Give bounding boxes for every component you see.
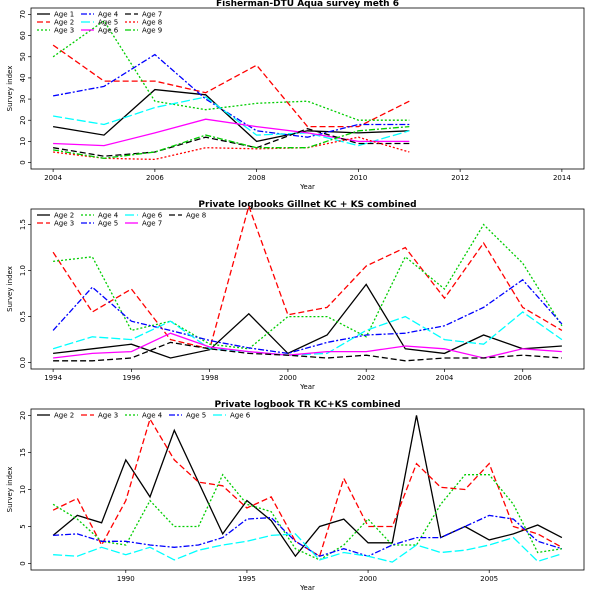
- x-tick-label: 2006: [514, 374, 532, 382]
- chart-panel-3: Private logbook TR KC+KS combined 1990 199…: [6, 400, 585, 592]
- series-line-age-2: [52, 44, 410, 128]
- legend: Age 2 Age 3 Age 4 Age 5 Age 6: [37, 412, 251, 420]
- x-tick-label: 2010: [349, 174, 367, 182]
- x-tick-label: 1995: [238, 575, 256, 583]
- chart-title: Private logbooks Gillnet KC + KS combine…: [198, 200, 416, 210]
- series-line-age-3: [52, 204, 563, 350]
- legend-label: Age 5: [98, 220, 118, 228]
- x-tick-label: 2014: [553, 174, 571, 182]
- y-axis-label: Survey index: [6, 266, 14, 312]
- series-line-age-6: [53, 533, 563, 563]
- y-tick-label: 1.0: [19, 265, 27, 276]
- y-tick-label: 60: [19, 31, 27, 40]
- chart-panel-2: Private logbooks Gillnet KC + KS combine…: [6, 200, 585, 391]
- series-line-age-7: [52, 128, 410, 157]
- y-tick-label: 1.5: [19, 219, 27, 230]
- series-line-age-4: [52, 473, 563, 561]
- series-line-age-2: [53, 283, 562, 359]
- x-tick-label: 2005: [480, 575, 498, 583]
- series-line-age-6: [52, 311, 563, 356]
- legend-label: Age 6: [98, 27, 119, 35]
- plot-frame: [30, 7, 585, 170]
- x-axis-label: Year: [299, 584, 315, 592]
- legend-label: Age 8: [186, 212, 206, 220]
- series-line-age-7: [53, 332, 562, 359]
- series-line-age-2: [52, 415, 563, 558]
- legend-label: Age 3: [98, 412, 118, 420]
- y-tick-label: 5: [19, 524, 27, 528]
- y-axis-label: Survey index: [6, 66, 14, 112]
- y-tick-label: 0.0: [19, 357, 27, 368]
- legend-label: Age 8: [142, 19, 162, 27]
- x-tick-label: 2002: [357, 374, 375, 382]
- x-tick-label: 2006: [146, 174, 164, 182]
- x-axis-label: Year: [299, 183, 315, 191]
- legend-label: Age 2: [54, 19, 74, 27]
- legend-label: Age 6: [142, 212, 163, 220]
- legend-label: Age 7: [142, 11, 162, 19]
- legend-label: Age 5: [98, 19, 118, 27]
- chart-title: Fisherman-DTU Aqua survey meth 6: [216, 0, 399, 9]
- plot-frame: [30, 208, 585, 370]
- legend-label: Age 5: [186, 412, 206, 420]
- y-tick-label: 20: [19, 116, 27, 125]
- x-tick-label: 2000: [279, 374, 297, 382]
- legend-label: Age 4: [142, 412, 163, 420]
- series-line-age-5: [52, 278, 563, 355]
- series-line-age-8: [53, 341, 562, 362]
- y-tick-label: 70: [19, 10, 27, 19]
- x-axis-label: Year: [299, 383, 315, 391]
- x-tick-label: 2012: [451, 174, 469, 182]
- legend-label: Age 2: [54, 412, 74, 420]
- series-line-age-3: [52, 19, 410, 121]
- legend-label: Age 3: [54, 27, 74, 35]
- y-tick-label: 30: [19, 95, 27, 104]
- x-tick-label: 1990: [117, 575, 135, 583]
- series-line-age-5: [52, 96, 410, 147]
- series-line-age-1: [52, 88, 410, 143]
- y-tick-label: 0: [19, 160, 27, 164]
- series-line-age-9: [52, 125, 410, 159]
- y-tick-label: 0.5: [19, 311, 27, 322]
- legend-label: Age 2: [54, 212, 74, 220]
- chart-title: Private logbook TR KC+KS combined: [214, 400, 400, 410]
- legend-label: Age 4: [98, 212, 119, 220]
- series-line-age-4: [52, 53, 410, 138]
- y-tick-label: 10: [19, 137, 27, 146]
- legend-label: Age 9: [142, 27, 162, 35]
- y-tick-label: 10: [19, 485, 27, 494]
- series-line-age-6: [53, 118, 410, 147]
- series-line-age-3: [52, 417, 563, 558]
- y-tick-label: 0: [19, 561, 27, 565]
- x-tick-label: 2004: [44, 174, 62, 182]
- x-tick-label: 2000: [359, 575, 377, 583]
- y-tick-label: 20: [19, 411, 27, 420]
- series-line-age-4: [53, 223, 563, 350]
- x-tick-label: 2008: [248, 174, 266, 182]
- legend-label: Age 4: [98, 11, 119, 19]
- legend-label: Age 1: [54, 11, 74, 19]
- x-tick-label: 1996: [122, 374, 140, 382]
- x-tick-label: 2004: [436, 374, 454, 382]
- y-tick-label: 50: [19, 52, 27, 61]
- x-tick-label: 1994: [44, 374, 62, 382]
- y-tick-label: 15: [19, 448, 27, 457]
- legend-label: Age 3: [54, 220, 74, 228]
- legend-label: Age 7: [142, 220, 162, 228]
- y-axis-label: Survey index: [6, 467, 14, 513]
- y-tick-label: 40: [19, 73, 27, 82]
- legend-label: Age 6: [230, 412, 251, 420]
- x-tick-label: 1998: [201, 374, 219, 382]
- series-line-age-5: [53, 514, 563, 557]
